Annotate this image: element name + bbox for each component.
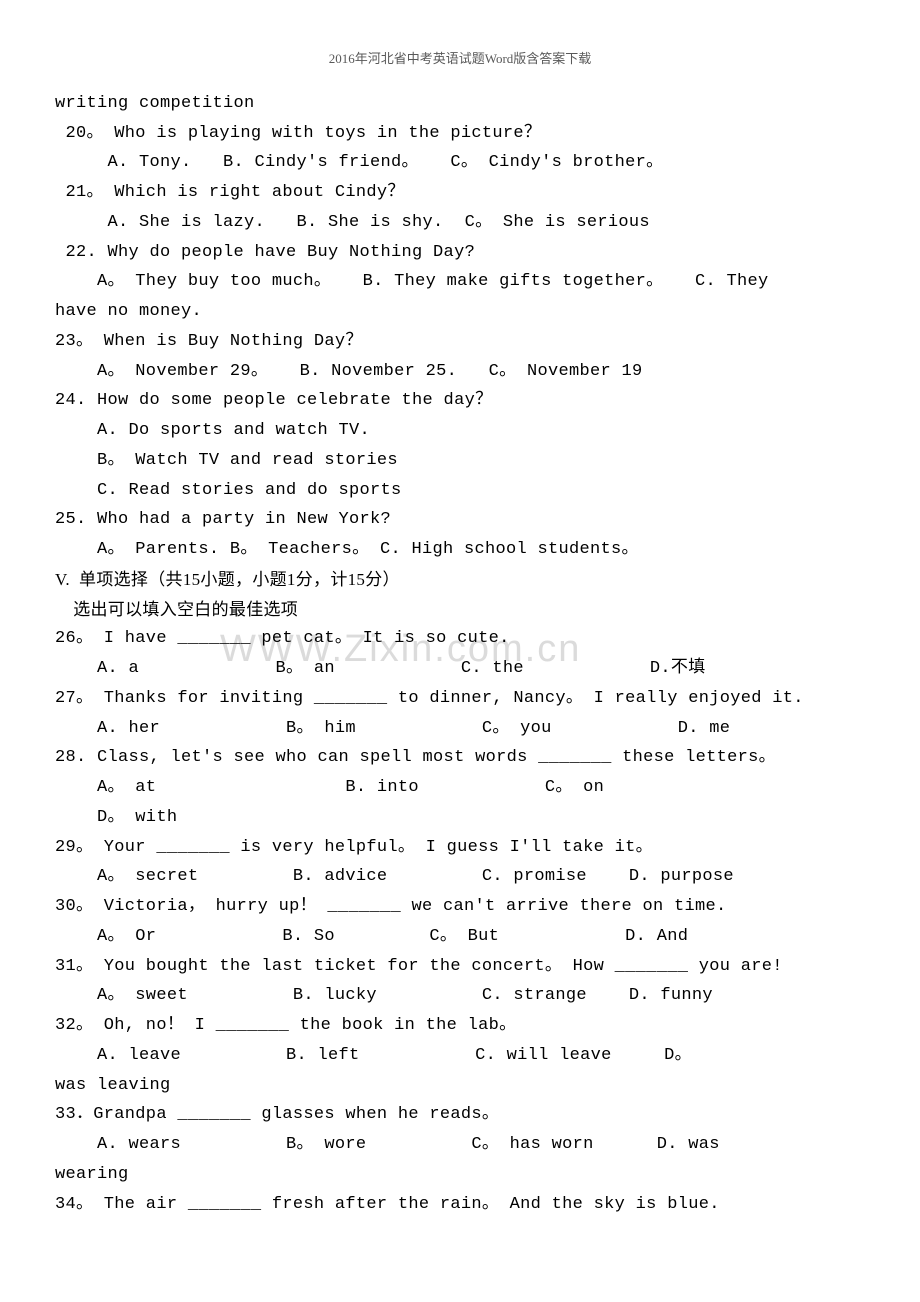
exam-line: 31。 You bought the last ticket for the c… — [55, 952, 865, 982]
exam-line: have no money. — [55, 297, 865, 327]
exam-line: was leaving — [55, 1071, 865, 1101]
exam-line: A。 November 29。 B. November 25. C。 Novem… — [55, 357, 865, 387]
exam-line: D。 with — [55, 803, 865, 833]
page-header: 2016年河北省中考英语试题Word版含答案下载 — [55, 48, 865, 71]
exam-line: V. 单项选择（共15小题，小题1分，计15分） — [55, 565, 865, 595]
exam-line: 27。 Thanks for inviting _______ to dinne… — [55, 684, 865, 714]
exam-line: A. her B。 him C。 you D. me — [55, 714, 865, 744]
exam-line: 34。 The air _______ fresh after the rain… — [55, 1190, 865, 1220]
exam-line: A。 They buy too much。 B. They make gifts… — [55, 267, 865, 297]
exam-line: 29。 Your _______ is very helpful。 I gues… — [55, 833, 865, 863]
exam-line: 20。 Who is playing with toys in the pict… — [55, 119, 865, 149]
exam-line: 30。 Victoria， hurry up！ _______ we can't… — [55, 892, 865, 922]
exam-line: writing competition — [55, 89, 865, 119]
exam-line: A. a B。 an C. the D.不填 — [55, 654, 865, 684]
exam-line: 33．Grandpa _______ glasses when he reads… — [55, 1100, 865, 1130]
exam-line: 26。 I have _______ pet cat。 It is so cut… — [55, 624, 865, 654]
exam-line: A。 Or B. So C。 But D. And — [55, 922, 865, 952]
exam-line: 28. Class, let's see who can spell most … — [55, 743, 865, 773]
exam-line: wearing — [55, 1160, 865, 1190]
exam-lines: writing competition 20。 Who is playing w… — [55, 89, 865, 1220]
exam-line: 25. Who had a party in New York? — [55, 505, 865, 535]
exam-line: A。 at B. into C。 on — [55, 773, 865, 803]
exam-line: B。 Watch TV and read stories — [55, 446, 865, 476]
exam-line: A. She is lazy. B. She is shy. C。 She is… — [55, 208, 865, 238]
exam-line: 21。 Which is right about Cindy？ — [55, 178, 865, 208]
exam-line: 22. Why do people have Buy Nothing Day? — [55, 238, 865, 268]
exam-line: 23。 When is Buy Nothing Day？ — [55, 327, 865, 357]
exam-line: A. Tony. B. Cindy's friend。 C。 Cindy's b… — [55, 148, 865, 178]
page-content: 2016年河北省中考英语试题Word版含答案下载 writing competi… — [55, 48, 865, 1219]
exam-line: A。 Parents. B。 Teachers。 C. High school … — [55, 535, 865, 565]
exam-line: C. Read stories and do sports — [55, 476, 865, 506]
exam-line: 24. How do some people celebrate the day… — [55, 386, 865, 416]
exam-line: A。 sweet B. lucky C. strange D. funny — [55, 981, 865, 1011]
exam-line: A. Do sports and watch TV. — [55, 416, 865, 446]
exam-line: 选出可以填入空白的最佳选项 — [55, 595, 865, 625]
exam-line: 32。 Oh, no！ I _______ the book in the la… — [55, 1011, 865, 1041]
exam-line: A。 secret B. advice C. promise D. purpos… — [55, 862, 865, 892]
exam-line: A. wears B。 wore C。 has worn D. was — [55, 1130, 865, 1160]
exam-line: A. leave B. left C. will leave D。 — [55, 1041, 865, 1071]
